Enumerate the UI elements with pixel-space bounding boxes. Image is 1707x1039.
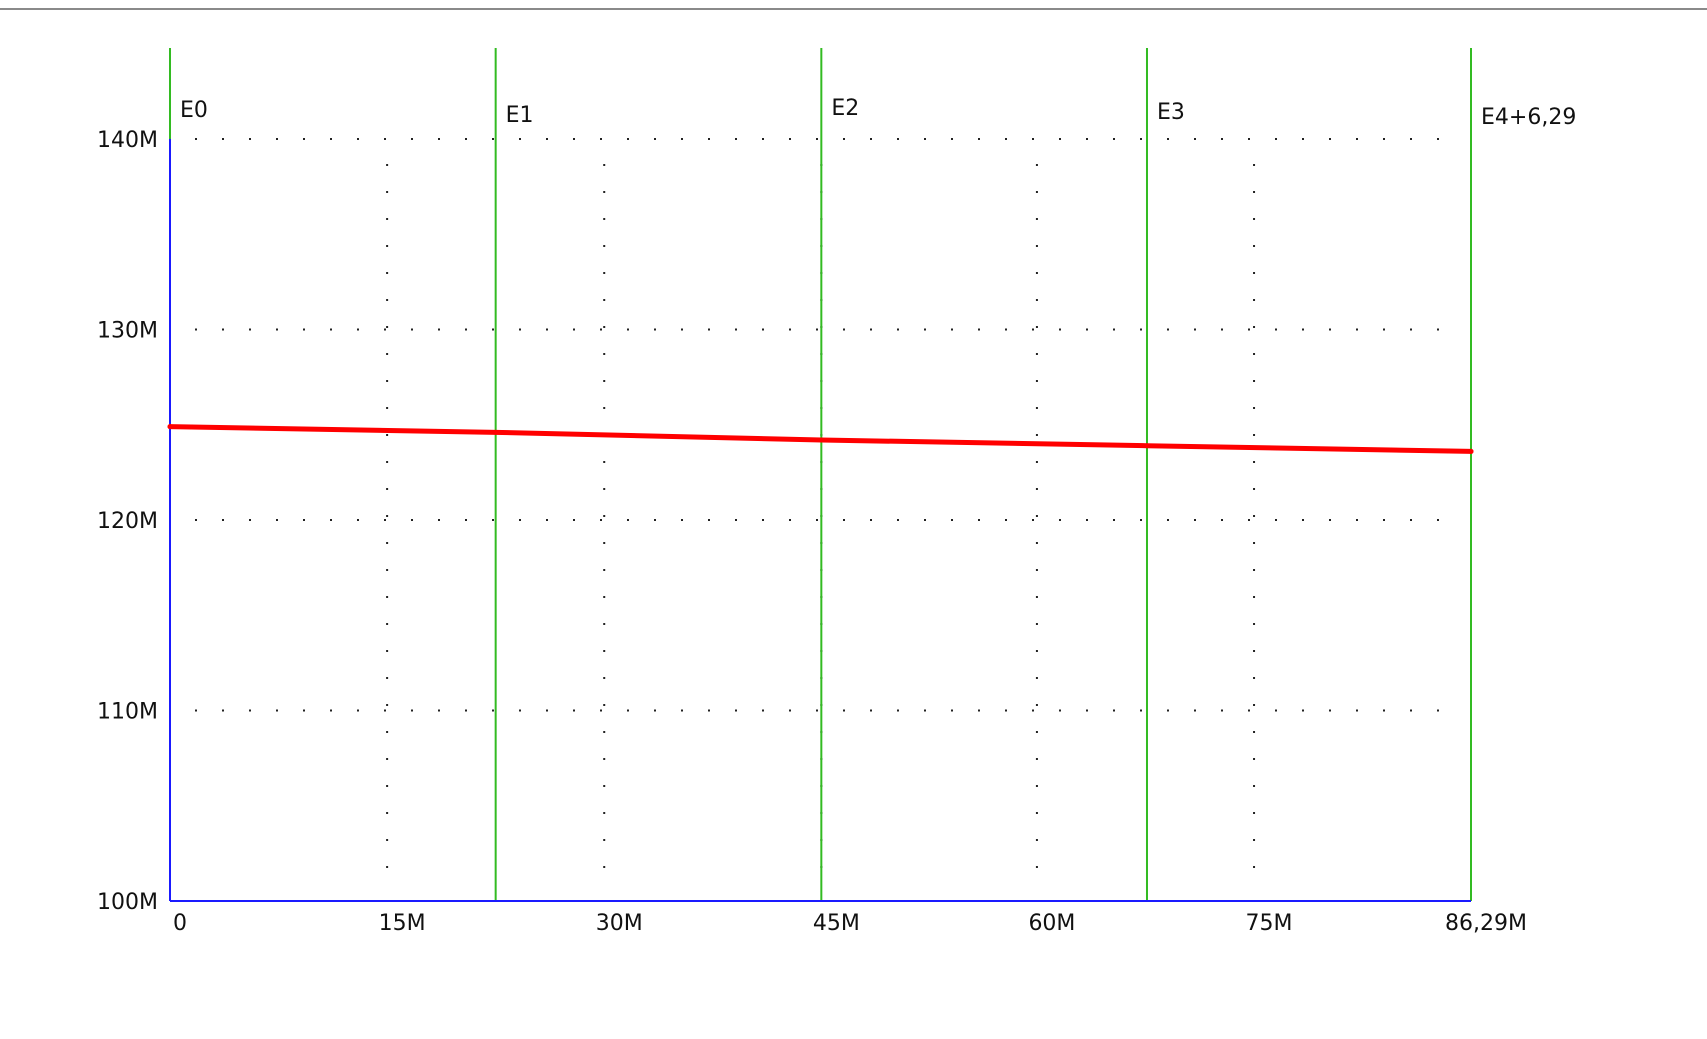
profile-point xyxy=(167,424,173,430)
station-layer xyxy=(169,48,1472,901)
profile-point xyxy=(1144,443,1150,449)
grid-layer xyxy=(195,138,1456,881)
station-label: E0 xyxy=(180,98,208,123)
x-tick-label: 60M xyxy=(1028,911,1075,936)
x-tick-label: 75M xyxy=(1246,911,1293,936)
x-tick-label: 15M xyxy=(379,911,426,936)
profile-point xyxy=(1468,448,1474,454)
station-label: E1 xyxy=(506,103,534,128)
y-tick-label: 110M xyxy=(97,700,158,725)
x-tick-label: 45M xyxy=(813,911,860,936)
station-label: E2 xyxy=(831,96,859,121)
series-layer xyxy=(167,424,1474,454)
station-label: E4+6,29 xyxy=(1481,105,1576,130)
x-tick-label: 0 xyxy=(173,911,187,936)
y-tick-label: 130M xyxy=(97,319,158,344)
axis-layer xyxy=(169,139,1471,902)
y-tick-label: 140M xyxy=(97,128,158,153)
label-layer: 100M 110M 120M 130M 140M 0 15M 30M 45M 60M 75M 86,2… xyxy=(97,96,1576,936)
y-tick-label: 100M xyxy=(97,890,158,915)
x-tick-label: 86,29M xyxy=(1445,911,1527,936)
top-border-line xyxy=(0,0,1707,10)
profile-point xyxy=(493,429,499,435)
y-tick-label: 120M xyxy=(97,509,158,534)
station-label: E3 xyxy=(1157,100,1185,125)
x-tick-label: 30M xyxy=(596,911,643,936)
profile-point xyxy=(818,437,824,443)
